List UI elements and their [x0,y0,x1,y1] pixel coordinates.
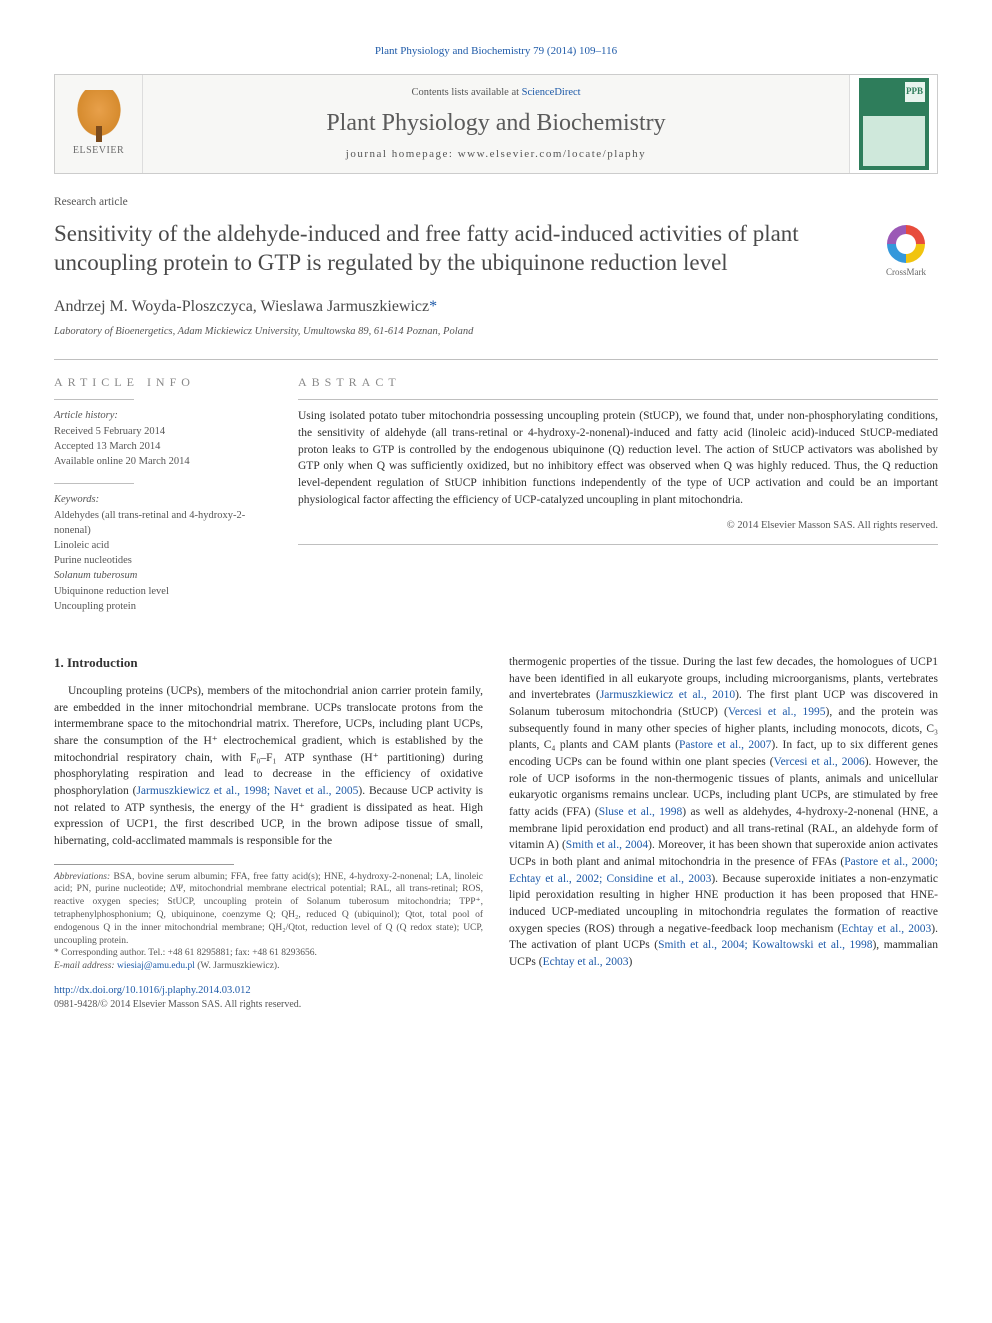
citation-link[interactable]: Sluse et al., 1998 [599,806,683,818]
sciencedirect-link[interactable]: ScienceDirect [522,87,581,98]
elsevier-tree-icon [74,90,124,140]
journal-cover-box: PPB [849,75,937,173]
citation-link[interactable]: Jarmuszkiewicz et al., 2010 [600,689,735,701]
citation-link[interactable]: Smith et al., 2004 [566,839,648,851]
article-info-column: ARTICLE INFO Article history: Received 5… [54,374,272,628]
email-label: E-mail address: [54,961,115,971]
intro-heading: 1. Introduction [54,654,483,673]
history-label: Article history: [54,408,272,423]
article-info-heading: ARTICLE INFO [54,374,272,391]
contents-prefix: Contents lists available at [411,87,521,98]
authors-names: Andrzej M. Woyda-Ploszczyca, Wieslawa Ja… [54,298,429,315]
footnote-separator [54,864,234,865]
citation-link[interactable]: Pastore et al., 2007 [679,739,771,751]
journal-cover-image [863,116,925,166]
article-title: Sensitivity of the aldehyde-induced and … [54,219,856,278]
journal-cover-badge: PPB [905,82,925,102]
keyword: Uncoupling protein [54,599,272,614]
corresponding-footnote: * Corresponding author. Tel.: +48 61 829… [54,947,483,960]
abstract-text: Using isolated potato tuber mitochondria… [298,408,938,508]
homepage-prefix: journal homepage: [346,148,458,160]
keywords-label: Keywords: [54,492,272,507]
affiliation: Laboratory of Bioenergetics, Adam Mickie… [54,324,938,339]
abbreviations-footnote: Abbreviations: BSA, bovine serum albumin… [54,871,483,948]
intro-column-left: 1. Introduction Uncoupling proteins (UCP… [54,654,483,973]
citation-link[interactable]: Vercesi et al., 1995 [728,706,826,718]
homepage-line: journal homepage: www.elsevier.com/locat… [151,147,841,163]
intro-text-1: Uncoupling proteins (UCPs), members of t… [54,685,483,797]
keyword: Aldehydes (all trans-retinal and 4-hydro… [54,508,272,538]
citation-link[interactable]: Echtay et al., 2003 [841,923,931,935]
email-footnote: E-mail address: wiesiaj@amu.edu.pl (W. J… [54,960,483,973]
top-citation: Plant Physiology and Biochemistry 79 (20… [54,44,938,60]
contents-line: Contents lists available at ScienceDirec… [151,85,841,100]
issn-line: 0981-9428/© 2014 Elsevier Masson SAS. Al… [54,998,938,1013]
abbr-label: Abbreviations: [54,872,110,882]
history-accepted: Accepted 13 March 2014 [54,439,272,454]
abstract-heading: ABSTRACT [298,374,938,391]
intro-paragraph: Uncoupling proteins (UCPs), members of t… [54,683,483,850]
history-block: Article history: Received 5 February 201… [54,408,272,469]
abbr-text: BSA, bovine serum albumin; FFA, free fat… [54,872,483,946]
publisher-name: ELSEVIER [73,144,124,159]
corresponding-mark: * [429,298,437,315]
doi-link[interactable]: http://dx.doi.org/10.1016/j.plaphy.2014.… [54,983,938,998]
keyword: Linoleic acid [54,538,272,553]
publisher-logo-box: ELSEVIER [55,75,143,173]
authors-line: Andrzej M. Woyda-Ploszczyca, Wieslawa Ja… [54,295,938,318]
history-online: Available online 20 March 2014 [54,454,272,469]
crossmark-icon [887,225,925,263]
info-divider [54,483,134,484]
citation-link[interactable]: Smith et al., 2004; Kowaltowski et al., … [658,939,872,951]
intro-column-right: thermogenic properties of the tissue. Du… [509,654,938,973]
keywords-block: Keywords: Aldehydes (all trans-retinal a… [54,492,272,614]
corr-label: * Corresponding author. [54,948,146,958]
abstract-divider-bottom [298,544,938,545]
citation-link[interactable]: Echtay et al., 2003 [543,956,629,968]
history-received: Received 5 February 2014 [54,424,272,439]
abstract-copyright: © 2014 Elsevier Masson SAS. All rights r… [298,518,938,533]
crossmark-badge[interactable]: CrossMark [874,225,938,279]
keyword: Solanum tuberosum [54,568,272,583]
intro-text-2k: ) [628,956,632,968]
abstract-column: ABSTRACT Using isolated potato tuber mit… [298,374,938,628]
journal-name: Plant Physiology and Biochemistry [151,106,841,141]
intro-paragraph-right: thermogenic properties of the tissue. Du… [509,654,938,971]
email-link[interactable]: wiesiaj@amu.edu.pl [115,961,195,971]
citation-link[interactable]: Vercesi et al., 2006 [774,756,865,768]
journal-cover: PPB [859,78,929,170]
corr-text: Tel.: +48 61 8295881; fax: +48 61 829365… [146,948,317,958]
abstract-divider [298,399,938,400]
journal-banner: ELSEVIER Contents lists available at Sci… [54,74,938,174]
keyword: Purine nucleotides [54,553,272,568]
banner-center: Contents lists available at ScienceDirec… [143,75,849,173]
homepage-url[interactable]: www.elsevier.com/locate/plaphy [458,148,646,160]
crossmark-label: CrossMark [874,266,938,279]
article-type: Research article [54,194,938,211]
info-divider [54,399,134,400]
citation-link[interactable]: Jarmuszkiewicz et al., 1998; Navet et al… [136,785,358,797]
keyword: Ubiquinone reduction level [54,584,272,599]
email-suffix: (W. Jarmuszkiewicz). [195,961,280,971]
divider [54,359,938,360]
